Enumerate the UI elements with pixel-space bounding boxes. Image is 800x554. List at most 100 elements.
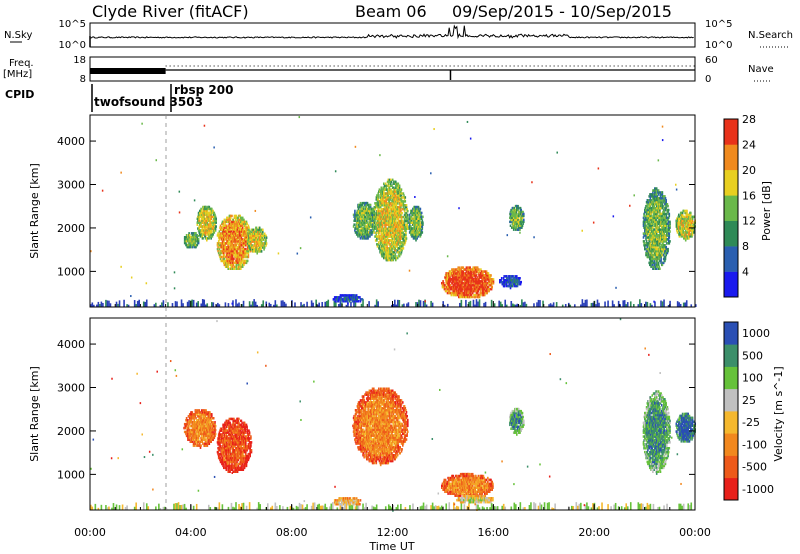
echo-cell xyxy=(468,272,470,275)
ground-scatter-cell xyxy=(133,300,136,307)
echo-cell xyxy=(650,224,652,227)
echo-cell xyxy=(192,236,195,239)
echo-cell xyxy=(192,243,194,247)
echo-cell xyxy=(507,279,510,282)
echo-cell xyxy=(402,245,404,248)
echo-cell xyxy=(388,180,390,184)
echo-cell xyxy=(650,199,652,202)
echo-cell xyxy=(198,221,200,224)
ground-scatter-cell xyxy=(338,304,340,307)
echo-cell xyxy=(260,248,262,251)
echo-cell xyxy=(192,234,194,237)
echo-cell xyxy=(416,223,418,226)
echo-cell xyxy=(231,234,233,237)
echo-cell xyxy=(398,184,401,187)
echo-cell xyxy=(263,232,266,235)
echo-cell xyxy=(382,211,384,215)
echo-cell xyxy=(210,223,212,226)
echo-cell xyxy=(258,246,261,249)
echo-cell xyxy=(246,251,248,255)
echo-cell xyxy=(239,236,241,239)
echo-cell xyxy=(515,212,517,216)
echo-cell xyxy=(413,209,416,213)
echo-cell xyxy=(199,211,202,215)
ground-scatter-cell xyxy=(460,299,463,307)
echo-cell xyxy=(645,247,648,251)
echo-cell xyxy=(515,280,517,284)
echo-cell xyxy=(240,226,242,229)
ground-scatter-cell xyxy=(504,299,507,307)
ground-scatter-cell xyxy=(690,304,693,307)
echo-cell xyxy=(381,251,383,254)
echo-cell xyxy=(378,196,380,199)
echo-cell xyxy=(509,284,511,288)
echo-cell xyxy=(201,235,204,238)
echo-cell xyxy=(512,212,515,216)
echo-cell xyxy=(388,204,391,207)
echo-cell xyxy=(215,217,217,220)
echo-cell xyxy=(236,220,238,224)
ground-scatter-cell xyxy=(542,300,544,307)
echo-cell xyxy=(458,276,460,279)
echo-cell xyxy=(244,259,246,263)
echo-cell xyxy=(228,249,231,253)
echo-cell xyxy=(229,226,231,229)
echo-cell xyxy=(482,293,485,297)
sporadic-echo xyxy=(130,276,133,279)
echo-cell xyxy=(449,280,452,283)
echo-cell xyxy=(476,268,478,271)
echo-cell xyxy=(456,268,458,271)
echo-cell xyxy=(398,200,400,203)
echo-cell xyxy=(189,243,192,247)
echo-cell xyxy=(471,282,473,285)
echo-cell xyxy=(419,209,421,213)
echo-cell xyxy=(511,216,514,220)
ground-scatter-cell xyxy=(188,300,190,307)
ground-scatter-cell xyxy=(623,300,626,307)
ground-scatter-cell xyxy=(663,299,665,307)
echo-cell xyxy=(391,251,394,254)
echo-cell xyxy=(379,200,381,203)
echo-cell xyxy=(234,238,236,241)
echo-cell xyxy=(649,244,652,247)
echo-cell xyxy=(353,219,355,222)
echo-cell xyxy=(384,245,386,248)
echo-cell xyxy=(411,233,413,236)
nsky-tick-top: 10^5 xyxy=(59,19,86,30)
echo-cell xyxy=(189,245,192,249)
echo-cell xyxy=(647,212,649,216)
echo-cell xyxy=(373,221,376,225)
echo-cell xyxy=(388,258,391,262)
ground-scatter-cell xyxy=(362,299,364,307)
echo-cell xyxy=(649,247,651,251)
echo-cell xyxy=(403,223,406,227)
sporadic-echo xyxy=(458,207,460,210)
ground-scatter-cell xyxy=(93,304,95,307)
echo-cell xyxy=(203,209,205,213)
echo-cell xyxy=(359,219,361,222)
echo-cell xyxy=(185,234,188,237)
ground-scatter-cell xyxy=(483,302,485,307)
sporadic-echo xyxy=(90,250,92,253)
echo-cell xyxy=(500,277,503,280)
ground-scatter-cell xyxy=(548,304,550,307)
echo-cell xyxy=(234,246,237,249)
echo-cell xyxy=(523,212,525,216)
echo-cell xyxy=(444,284,446,287)
echo-cell xyxy=(237,230,240,233)
echo-cell xyxy=(410,219,413,222)
ground-scatter-cell xyxy=(580,304,582,307)
echo-cell xyxy=(396,200,398,203)
echo-cell xyxy=(645,240,648,243)
echo-cell xyxy=(475,284,477,287)
echo-cell xyxy=(214,217,216,220)
echo-cell xyxy=(377,192,379,195)
echo-cell xyxy=(396,225,398,229)
echo-cell xyxy=(512,218,515,222)
echo-cell xyxy=(354,298,356,301)
echo-cell xyxy=(505,284,508,288)
echo-cell xyxy=(224,220,227,224)
echo-cell xyxy=(257,238,259,241)
echo-cell xyxy=(234,222,236,225)
